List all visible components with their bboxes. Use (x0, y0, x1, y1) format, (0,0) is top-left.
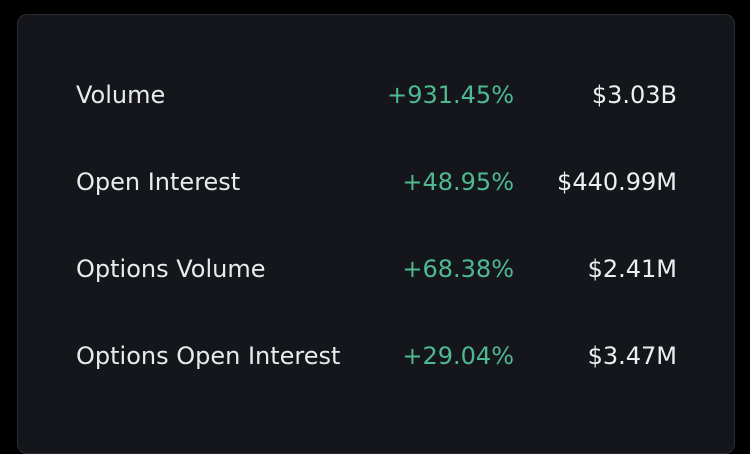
stat-row: Options Volume +68.38% $2.41M (18, 249, 734, 289)
stat-label: Options Open Interest (76, 342, 341, 370)
stats-card: Volume +931.45% $3.03B Open Interest +48.95%… (17, 14, 735, 454)
stat-row: Volume +931.45% $3.03B (18, 75, 734, 115)
stat-value: $2.41M (587, 255, 677, 283)
stat-change: +931.45% (387, 81, 514, 109)
stat-label: Open Interest (76, 168, 241, 196)
stat-value: $3.47M (587, 342, 677, 370)
stat-value: $3.03B (591, 81, 677, 109)
stat-value: $440.99M (557, 168, 677, 196)
stat-change: +68.38% (402, 255, 514, 283)
stat-label: Volume (76, 81, 166, 109)
page: {"rows": [ {"label": "Volume", "change":… (17, 14, 735, 454)
stat-change: +29.04% (402, 342, 514, 370)
stat-row: Options Open Interest +29.04% $3.47M (18, 336, 734, 376)
stat-row: Open Interest +48.95% $440.99M (18, 162, 734, 202)
stat-change: +48.95% (402, 168, 514, 196)
stat-label: Options Volume (76, 255, 266, 283)
